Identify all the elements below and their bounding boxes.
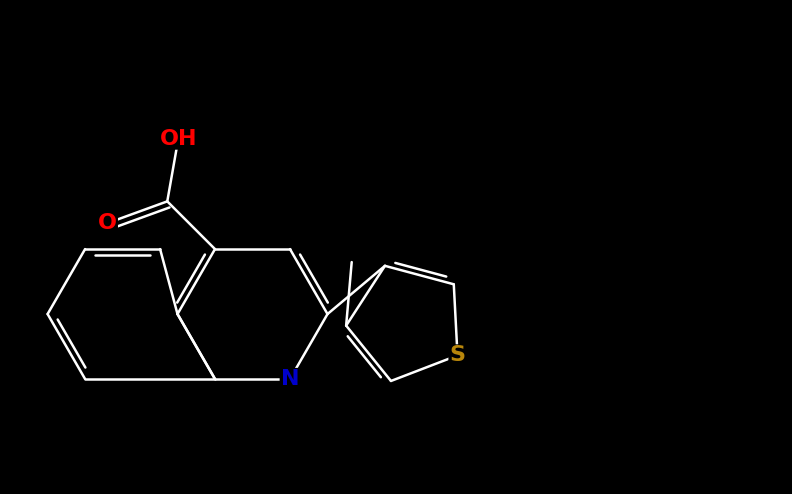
Text: OH: OH: [160, 128, 197, 149]
Text: N: N: [280, 369, 299, 389]
Text: S: S: [450, 345, 466, 366]
Text: O: O: [98, 213, 117, 233]
